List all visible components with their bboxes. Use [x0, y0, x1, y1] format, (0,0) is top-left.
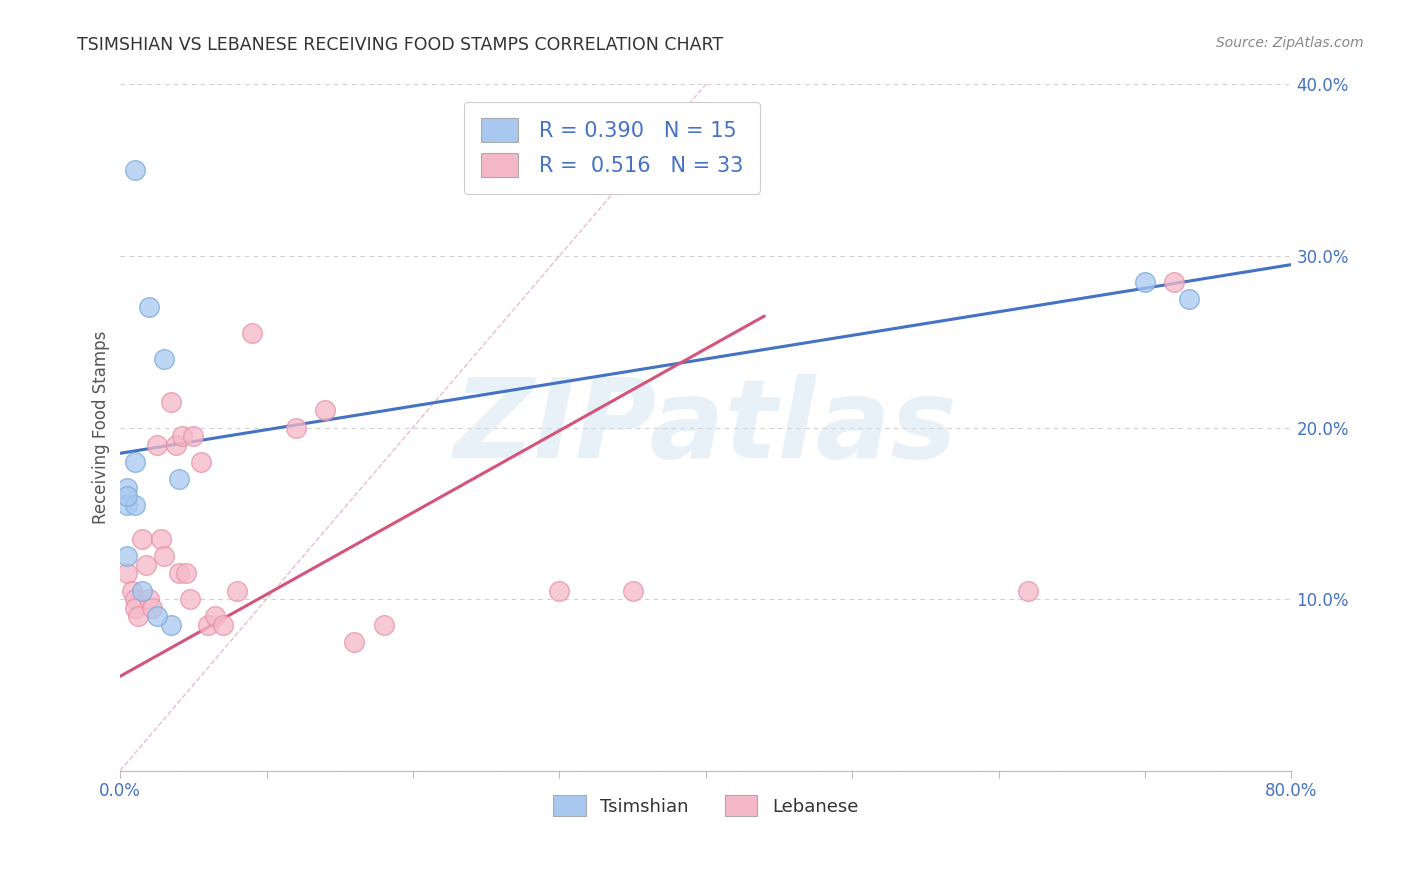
Point [314, 403, 336, 417]
Point [131, 583, 153, 598]
Point [167, 472, 190, 486]
Point [124, 600, 146, 615]
Point [165, 438, 187, 452]
Point [117, 481, 139, 495]
Point [160, 618, 183, 632]
Point [1163, 275, 1185, 289]
Point [167, 566, 190, 581]
Point [174, 566, 197, 581]
Point [145, 609, 167, 624]
Point [153, 351, 176, 366]
Point [373, 618, 395, 632]
Point [117, 498, 139, 512]
Text: Source: ZipAtlas.com: Source: ZipAtlas.com [1216, 36, 1364, 50]
Point [141, 600, 163, 615]
Point [117, 549, 139, 564]
Point [1133, 275, 1156, 289]
Point [121, 583, 143, 598]
Point [135, 558, 157, 572]
Point [153, 549, 176, 564]
Point [1017, 583, 1039, 598]
Point [226, 583, 249, 598]
Point [240, 326, 263, 341]
Point [160, 394, 183, 409]
Text: ZIPatlas: ZIPatlas [454, 374, 957, 481]
Point [138, 592, 160, 607]
Point [145, 438, 167, 452]
Legend: Tsimshian, Lebanese: Tsimshian, Lebanese [546, 789, 866, 823]
Point [117, 489, 139, 503]
Point [150, 532, 173, 546]
Point [621, 583, 644, 598]
Point [124, 163, 146, 178]
Point [181, 429, 204, 443]
Point [179, 592, 201, 607]
Point [1178, 292, 1201, 306]
Point [127, 609, 149, 624]
Point [124, 455, 146, 469]
Text: TSIMSHIAN VS LEBANESE RECEIVING FOOD STAMPS CORRELATION CHART: TSIMSHIAN VS LEBANESE RECEIVING FOOD STA… [77, 36, 724, 54]
Y-axis label: Receiving Food Stamps: Receiving Food Stamps [93, 331, 110, 524]
Point [211, 618, 233, 632]
Point [343, 635, 366, 649]
Point [197, 618, 219, 632]
Point [138, 301, 160, 315]
Point [190, 455, 212, 469]
Point [170, 429, 193, 443]
Point [117, 566, 139, 581]
Point [548, 583, 571, 598]
Point [124, 592, 146, 607]
Point [131, 532, 153, 546]
Point [284, 420, 307, 434]
Point [204, 609, 226, 624]
Point [124, 498, 146, 512]
